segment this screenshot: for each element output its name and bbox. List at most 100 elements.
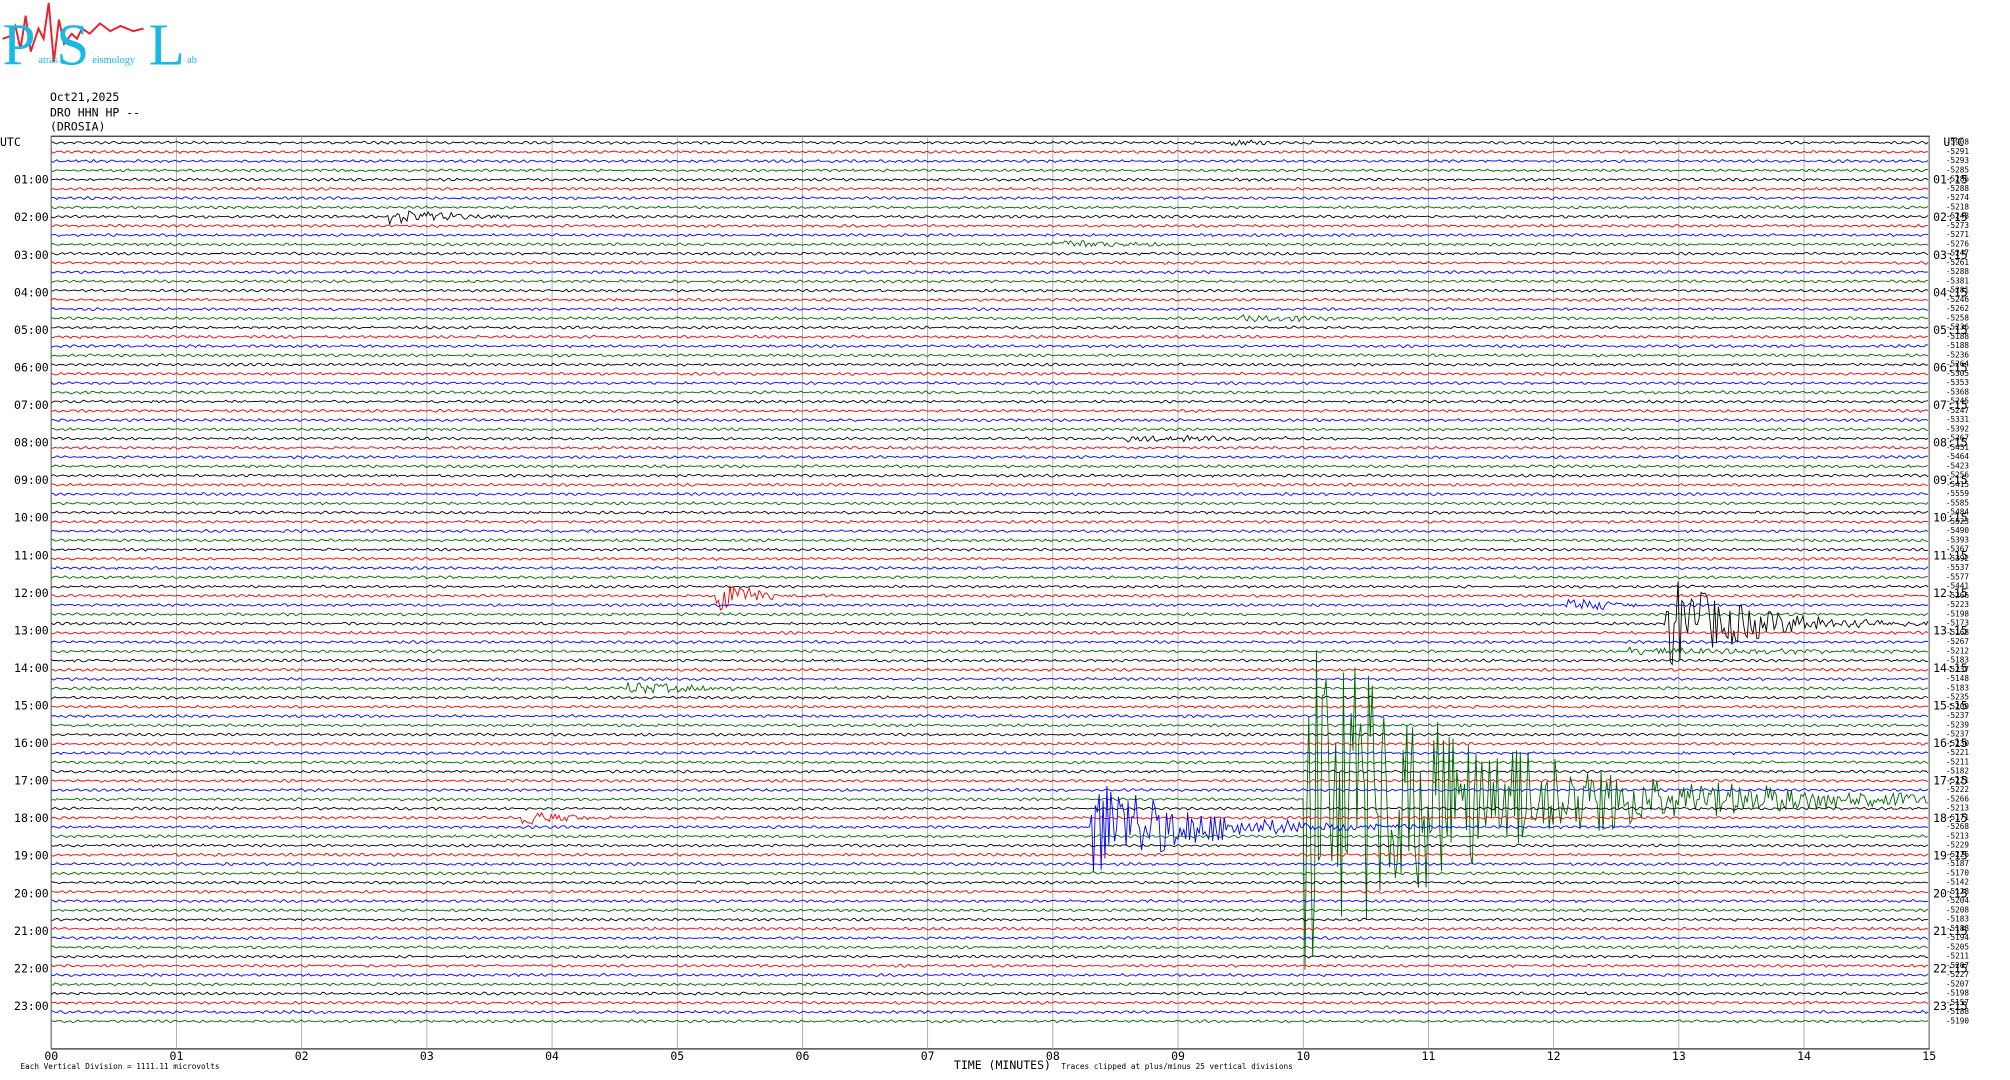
x-tick-label: 08: [1046, 1049, 1060, 1063]
trace-offset: -5236: [1946, 323, 1970, 332]
trace: [51, 760, 1929, 765]
trace: [51, 1019, 1929, 1024]
trace: [51, 889, 1928, 894]
trace-offset: -5211: [1946, 757, 1970, 766]
right-time-label: 22:15: [1933, 961, 1968, 975]
trace: [51, 741, 1929, 746]
trace-offset: -5264: [1946, 360, 1970, 369]
logo-word: ab: [187, 55, 197, 66]
right-time-label: 20:15: [1933, 886, 1968, 900]
trace: [51, 843, 1929, 848]
trace-offset: -5237: [1946, 665, 1970, 674]
left-time-label: 23:00: [14, 999, 49, 1013]
right-time-label: 08:15: [1933, 436, 1968, 450]
trace-offset: -5222: [1946, 785, 1969, 794]
trace-offset: -5258: [1946, 313, 1970, 322]
trace: [51, 233, 1929, 238]
trace: [51, 314, 1929, 323]
trace-offset: -5537: [1946, 563, 1970, 572]
trace: [51, 732, 1929, 737]
trace: [51, 510, 1929, 515]
right-time-label: 07:15: [1933, 398, 1968, 412]
trace-offset: -5182: [1946, 767, 1969, 776]
right-time-label: 16:15: [1933, 736, 1968, 750]
trace-offset: -5194: [1946, 933, 1970, 942]
trace: [51, 714, 1929, 719]
x-tick-label: 11: [1422, 1049, 1436, 1063]
trace-offset: -5223: [1946, 600, 1970, 609]
trace-offset: -5183: [1946, 915, 1970, 924]
trace: [51, 658, 1929, 663]
trace: [50, 519, 1928, 524]
trace-offset: -5247: [1946, 249, 1970, 258]
trace: [51, 168, 1929, 173]
right-time-label: 23:15: [1933, 999, 1968, 1013]
x-tick-label: 07: [921, 1049, 935, 1063]
trace-offset: -5276: [1946, 239, 1970, 248]
location: (DROSIA): [50, 120, 105, 134]
trace: [51, 926, 1929, 931]
left-time-label: 14:00: [14, 661, 49, 675]
trace: [51, 565, 1929, 571]
footer-clip: Traces clipped at plus/minus 25 vertical…: [1061, 1062, 1292, 1071]
trace-offset: -5392: [1946, 424, 1969, 433]
trace-offset: -5266: [1946, 794, 1970, 803]
trace-offset: -5218: [1946, 202, 1970, 211]
trace-offset: -5188: [1946, 1007, 1970, 1016]
trace-offset: -5585: [1946, 498, 1970, 507]
trace: [50, 380, 1929, 386]
trace: [50, 991, 1929, 996]
trace-offset: -5208: [1946, 905, 1970, 914]
trace-offset: -5213: [1946, 831, 1970, 840]
trace: [51, 260, 1929, 265]
footer-scale: Each Vertical Division = 1111.11 microvo…: [21, 1062, 220, 1071]
trace-offset: -5128: [1946, 887, 1970, 896]
left-time-label: 08:00: [14, 436, 49, 450]
trace-offset: -5198: [1946, 989, 1970, 998]
trace: [51, 473, 1929, 478]
trace-offset: -5221: [1946, 748, 1970, 757]
trace: [51, 158, 1929, 164]
trace-offset: -5281: [1946, 286, 1970, 295]
trace: [51, 871, 1929, 876]
trace-offset: -5490: [1946, 526, 1970, 535]
trace-offset: -5256: [1946, 471, 1970, 480]
left-time-label: 06:00: [14, 360, 49, 374]
trace: [51, 417, 1929, 423]
right-time-label: 13:15: [1933, 623, 1968, 637]
left-time-label: 05:00: [14, 323, 49, 337]
trace: [50, 676, 1928, 682]
trace: [51, 954, 1928, 959]
right-time-label: 04:15: [1933, 285, 1968, 299]
trace-offset: -5288: [1946, 184, 1970, 193]
trace-offset: -5188: [1946, 341, 1970, 350]
trace-offset: -5183: [1946, 683, 1970, 692]
trace: [51, 704, 1929, 709]
trace: [51, 917, 1929, 922]
right-time-label: 01:15: [1933, 173, 1968, 187]
left-time-label: 13:00: [14, 623, 49, 637]
trace: [51, 427, 1929, 432]
left-time-label: 12:00: [14, 586, 49, 600]
trace: [51, 139, 1929, 147]
left-time-label: 21:00: [14, 924, 49, 938]
left-time-label: 20:00: [14, 886, 49, 900]
x-tick-label: 00: [44, 1049, 58, 1063]
trace: [50, 581, 1929, 666]
trace: [51, 1000, 1929, 1005]
trace-offset: -5248: [1946, 212, 1970, 221]
x-tick-label: 13: [1672, 1049, 1686, 1063]
trace-offset: -5148: [1946, 674, 1970, 683]
trace-offset: -5236: [1946, 350, 1970, 359]
right-time-label: 21:15: [1933, 924, 1968, 938]
trace-offset: -5291: [1946, 147, 1970, 156]
trace-offset: -5171: [1946, 813, 1970, 822]
trace-offset: -5168: [1946, 628, 1970, 637]
right-time-label: 02:15: [1933, 210, 1968, 224]
trace-offset: -5183: [1946, 656, 1970, 665]
trace-offset: -5367: [1946, 545, 1970, 554]
trace-offset: -5423: [1946, 461, 1970, 470]
right-time-label: 03:15: [1933, 248, 1968, 262]
trace-offset: -5213: [1946, 804, 1970, 813]
